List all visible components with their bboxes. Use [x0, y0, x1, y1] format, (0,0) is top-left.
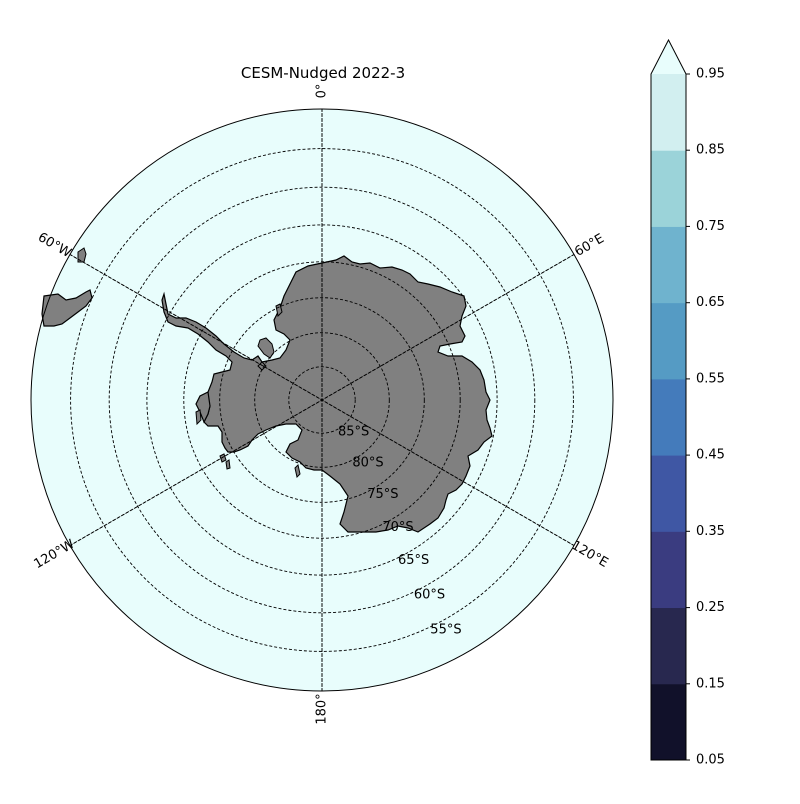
- colorbar-swatch: [651, 74, 686, 151]
- island-small-d: [294, 464, 301, 478]
- latitude-label: 75°S: [367, 487, 398, 502]
- colorbar-tick-label: 0.85: [696, 143, 725, 158]
- colorbar-swatch: [651, 531, 686, 609]
- island-small-c: [225, 459, 231, 470]
- colorbar: 0.05 0.15 0.25 0.35 0.45 0.55 0.65 0.75 0.85 0.95: [650, 38, 725, 768]
- colorbar-extend-arrow: [651, 40, 686, 74]
- latitude-circle: [146, 224, 498, 576]
- colorbar-swatch: [651, 302, 686, 380]
- colorbar-swatch: [651, 683, 686, 761]
- colorbar-tick-label: 0.55: [696, 371, 725, 386]
- latitude-circle: [70, 148, 574, 652]
- colorbar-tick-label: 0.45: [696, 448, 725, 463]
- meridian-label: 120°E: [569, 538, 611, 571]
- meridian-label: 60°E: [572, 231, 607, 260]
- colorbar-tick-label: 0.65: [696, 295, 725, 310]
- island-alexander: [275, 303, 283, 318]
- meridian-label: 0°: [315, 84, 330, 99]
- colorbar-swatch: [651, 455, 686, 532]
- latitude-label: 65°S: [398, 553, 429, 568]
- colorbar-outline: [650, 38, 687, 761]
- map-boundary: [30, 108, 614, 692]
- colorbar-tick-label: 0.05: [696, 753, 725, 768]
- meridian-label: 120°W: [32, 537, 78, 572]
- colorbar-tick-label: 0.35: [696, 524, 725, 539]
- latitude-circle: [254, 332, 390, 468]
- polar-map: 0° 60°E 120°E 180° 120°W 60°W 85°S 80°S 75°S 70°…: [30, 84, 614, 725]
- island-small-b: [219, 453, 227, 463]
- latitude-circle: [108, 186, 536, 614]
- map-title: CESM-Nudged 2022-3: [241, 64, 405, 82]
- meridian-label: 60°W: [35, 230, 74, 261]
- colorbar-tick-label: 0.25: [696, 600, 725, 615]
- antarctica-landmass: [161, 255, 493, 533]
- island-small-a: [195, 409, 202, 426]
- latitude-labels: 85°S 80°S 75°S 70°S 65°S 60°S 55°S: [338, 425, 462, 638]
- colorbar-swatch: [651, 150, 686, 227]
- meridian-label: 180°: [315, 693, 330, 724]
- latitude-label: 70°S: [382, 520, 413, 535]
- colorbar-tick-label: 0.95: [696, 67, 725, 82]
- graticule: [69, 109, 575, 691]
- colorbar-swatch: [651, 378, 686, 456]
- latitude-label: 55°S: [430, 622, 461, 637]
- meridian-line: [69, 254, 575, 546]
- colorbar-swatch: [651, 226, 686, 304]
- latitude-label: 60°S: [414, 587, 445, 602]
- colorbar-tick-label: 0.75: [696, 219, 725, 234]
- latitude-label: 80°S: [352, 456, 383, 471]
- latitude-circle: [219, 297, 425, 503]
- colorbar-tick-label: 0.15: [696, 676, 725, 691]
- colorbar-swatch: [651, 607, 686, 685]
- falkland-islands: [77, 247, 87, 263]
- antarctic-peninsula: [195, 391, 211, 424]
- south-america-tip: [41, 289, 93, 327]
- latitude-label: 85°S: [338, 425, 369, 440]
